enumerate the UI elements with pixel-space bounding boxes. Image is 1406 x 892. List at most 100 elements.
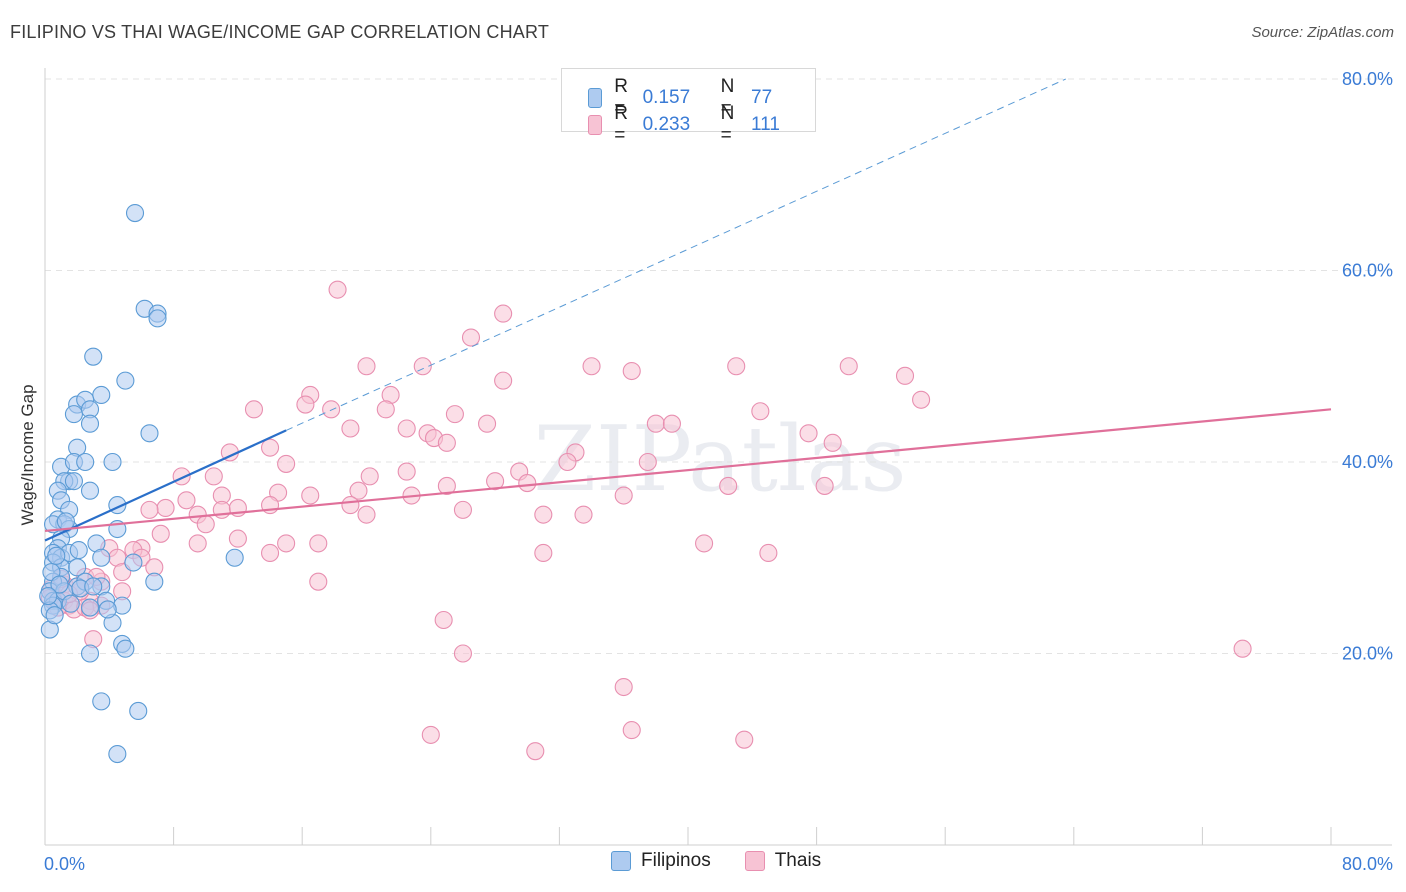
filipino-point	[80, 644, 100, 663]
x-tick-label: 0.0%	[44, 854, 85, 874]
thai-point	[204, 467, 223, 486]
legend-item-filipinos[interactable]: Filipinos	[611, 850, 711, 872]
thai-point	[309, 534, 328, 553]
thai-point	[260, 543, 280, 563]
filipino-point	[125, 204, 145, 223]
thai-point	[751, 402, 770, 421]
thai-point	[244, 400, 264, 419]
thai-point	[727, 357, 746, 376]
filipino-point	[145, 572, 164, 591]
filipino-point	[61, 594, 80, 613]
filipinos-trend-extension	[285, 78, 1066, 431]
thai-point	[322, 400, 341, 419]
filipino-point	[76, 452, 95, 472]
thai-point	[360, 467, 379, 486]
thai-point	[277, 454, 296, 473]
legend-row-filipinos: R = 0.157 N = 77	[588, 76, 815, 120]
thai-point	[518, 474, 537, 493]
thai-point	[437, 433, 456, 452]
filipino-point	[84, 577, 103, 596]
filipino-point	[64, 405, 83, 424]
filipino-point	[80, 414, 100, 433]
filipino-point	[92, 548, 111, 567]
filipino-point	[64, 472, 83, 491]
thai-point	[461, 328, 481, 347]
thai-point	[695, 534, 714, 553]
filipino-point	[39, 586, 58, 606]
filipino-point	[98, 600, 117, 619]
thai-point	[156, 498, 175, 518]
thai-point	[582, 357, 601, 376]
thai-point	[1233, 639, 1252, 658]
filipino-point	[80, 481, 100, 500]
legend-item-thais[interactable]: Thais	[744, 850, 821, 872]
thai-point	[349, 481, 368, 500]
filipino-point	[69, 541, 88, 560]
x-tick-label: 80.0%	[1342, 854, 1393, 874]
thai-point	[839, 357, 858, 376]
thai-point	[895, 366, 915, 385]
thai-point	[486, 472, 505, 491]
thai-point	[799, 424, 818, 443]
filipino-point	[47, 546, 66, 565]
filipino-point	[124, 553, 143, 572]
filipino-point	[50, 575, 69, 594]
thai-point	[177, 491, 196, 510]
legend-n-value: 77	[751, 87, 773, 108]
y-tick-label: 40.0%	[1342, 452, 1393, 472]
thai-point	[912, 390, 931, 409]
thai-point	[478, 414, 497, 433]
thai-point	[328, 280, 347, 299]
filipino-point	[140, 424, 159, 443]
thai-point	[188, 534, 207, 553]
thai-point	[277, 534, 296, 553]
filipino-point	[225, 548, 244, 567]
y-tick-label: 80.0%	[1342, 69, 1393, 89]
thai-point	[437, 476, 456, 495]
bottom-legend: Filipinos Thais	[611, 850, 855, 872]
watermark: ZIPatlas	[533, 407, 906, 512]
thai-point	[453, 644, 473, 663]
thai-point	[815, 476, 834, 495]
thai-point	[397, 419, 416, 438]
legend-box: R = 0.157 N = 77 R = 0.233 N = 111	[561, 68, 816, 146]
legend-n-label: N =	[720, 76, 735, 119]
legend-r-label: R =	[614, 76, 628, 119]
y-tick-label: 20.0%	[1342, 644, 1393, 664]
thai-point	[196, 515, 215, 534]
filipinos-trend-line	[44, 429, 287, 542]
filipino-point	[80, 598, 100, 617]
filipino-point	[148, 309, 167, 328]
thai-point	[260, 438, 280, 457]
legend-row-thais: R = 0.233 N = 111	[588, 103, 815, 147]
thais-swatch	[744, 851, 765, 871]
thai-point	[646, 414, 665, 433]
legend-r-value: 0.233	[642, 114, 691, 135]
source-label: Source: ZipAtlas.com	[1251, 24, 1394, 41]
thai-point	[574, 505, 593, 524]
filipinos-swatch	[588, 88, 603, 108]
thai-point	[301, 486, 320, 505]
thai-point	[296, 395, 315, 414]
thai-point	[494, 304, 513, 323]
thai-point	[558, 452, 577, 472]
legend-n-label: N =	[720, 103, 735, 146]
thais-trend-line	[44, 408, 1332, 533]
filipino-point	[108, 744, 127, 764]
thai-point	[534, 543, 553, 563]
filipino-point	[116, 639, 135, 658]
thai-point	[151, 524, 170, 543]
thai-point	[614, 486, 633, 505]
filipino-point	[45, 606, 64, 625]
legend-r-value: 0.157	[642, 87, 691, 108]
thai-point	[357, 505, 376, 524]
filipino-point	[84, 347, 103, 366]
thai-point	[735, 730, 754, 749]
filipino-point	[103, 452, 122, 472]
thai-point	[823, 433, 842, 452]
thai-point	[421, 725, 440, 744]
thai-point	[341, 496, 360, 515]
filipinos-swatch	[611, 851, 631, 871]
thai-point	[453, 500, 473, 519]
